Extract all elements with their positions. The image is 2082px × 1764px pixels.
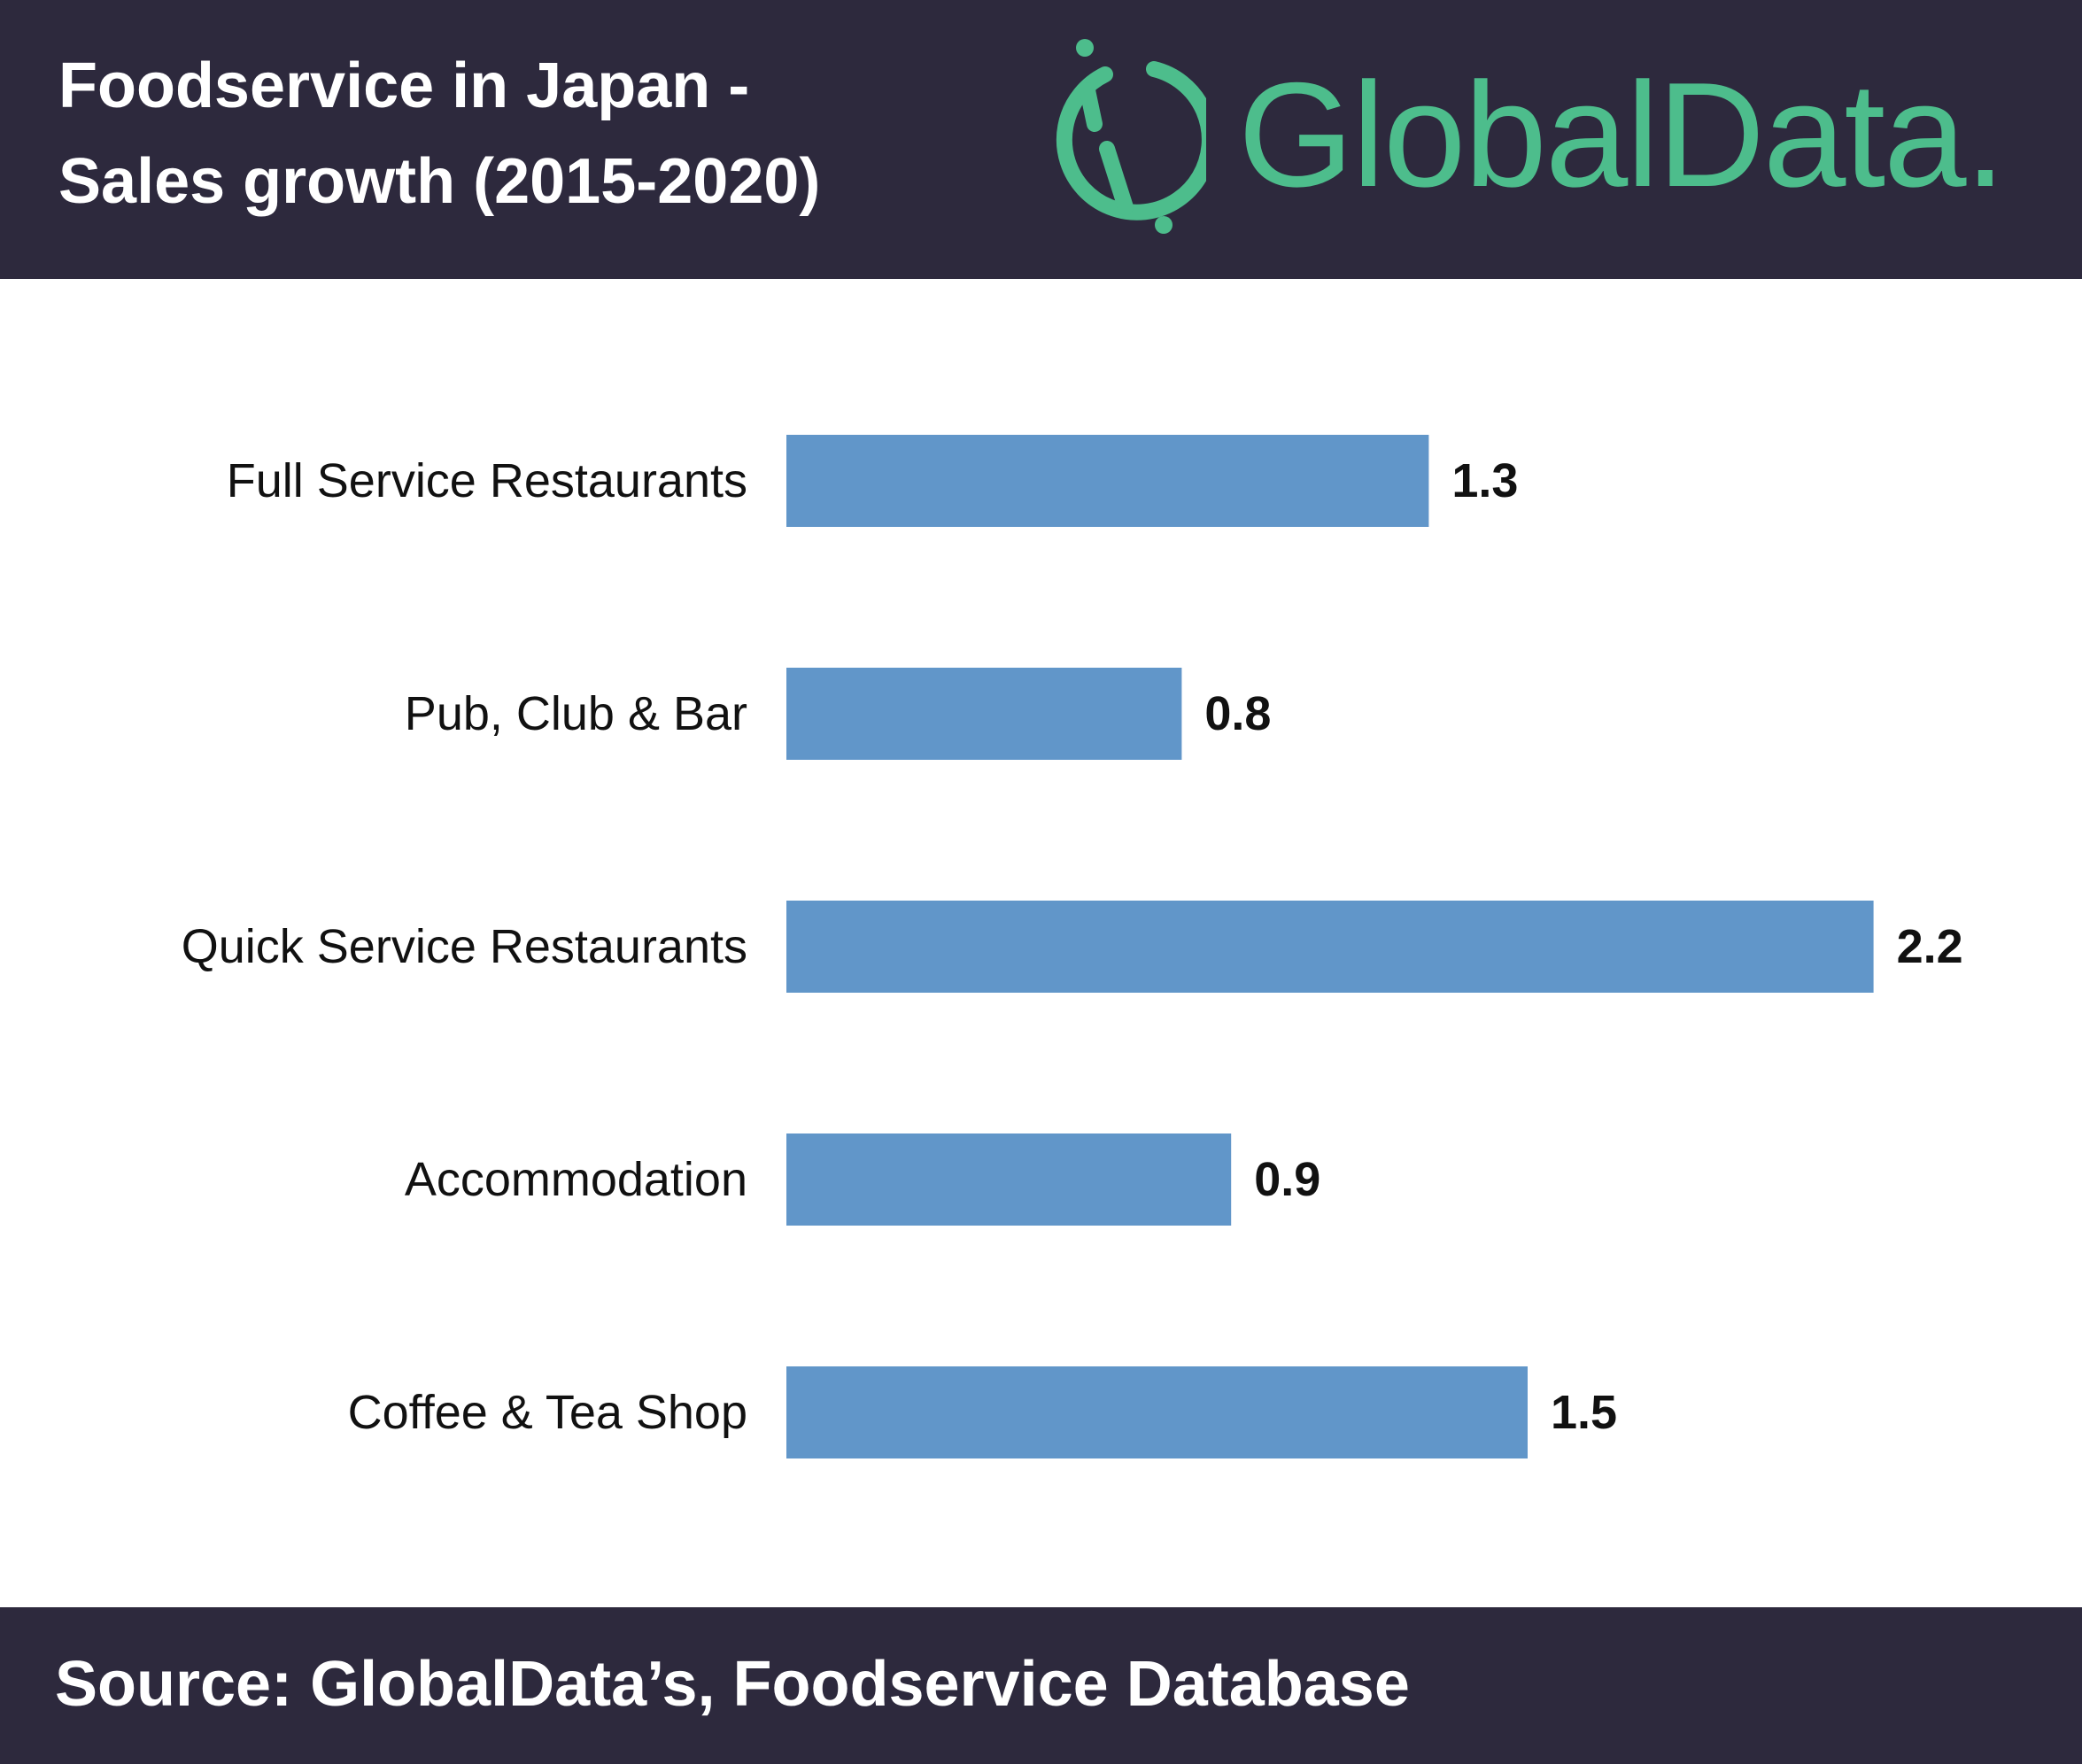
header-banner: Foodservice in Japan - Sales growth (201… xyxy=(0,0,2082,279)
bar-chart: Full Service Restaurants 1.3 Pub, Club & B… xyxy=(182,435,1963,1458)
data-label: 0.9 xyxy=(1254,1153,1320,1206)
category-label: Quick Service Restaurants xyxy=(182,920,747,973)
bar-0 xyxy=(786,435,1429,527)
globaldata-logo-icon xyxy=(1056,39,1206,234)
category-label: Full Service Restaurants xyxy=(227,454,747,507)
chart-title-line-2: Sales growth (2015-2020) xyxy=(58,146,821,217)
chart-title-line-1: Foodservice in Japan - xyxy=(58,50,750,121)
globaldata-logo-text: GlobalData. xyxy=(1238,51,2006,218)
bar-4 xyxy=(786,1366,1528,1458)
footer-banner: Source: GlobalData’s, Foodservice Databa… xyxy=(0,1607,2082,1764)
category-label: Accommodation xyxy=(405,1153,747,1206)
bar-2 xyxy=(786,901,1874,993)
data-label: 2.2 xyxy=(1897,920,1963,973)
bar-3 xyxy=(786,1133,1232,1226)
bar-1 xyxy=(786,668,1182,760)
category-label: Coffee & Tea Shop xyxy=(348,1386,747,1439)
data-label: 1.3 xyxy=(1451,454,1518,507)
data-label: 0.8 xyxy=(1204,687,1271,740)
data-label: 1.5 xyxy=(1551,1386,1617,1439)
source-note: Source: GlobalData’s, Foodservice Databa… xyxy=(55,1649,1410,1720)
category-label: Pub, Club & Bar xyxy=(405,687,747,740)
